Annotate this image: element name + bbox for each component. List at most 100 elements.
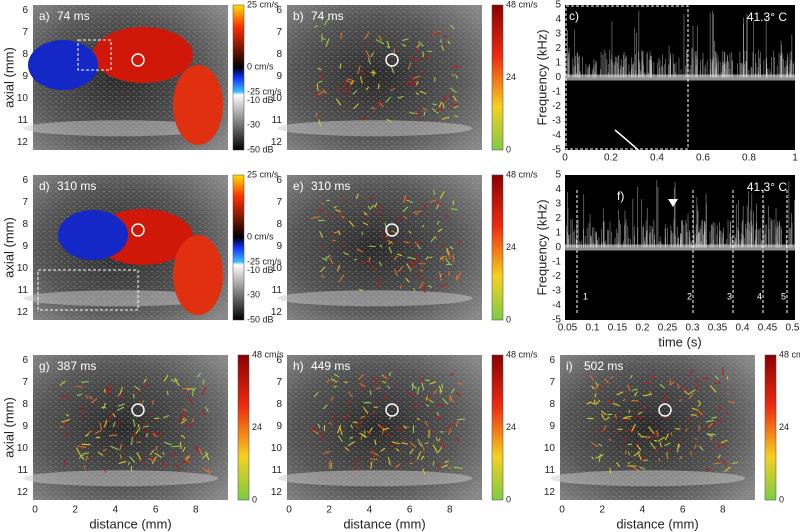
panel-label: g) bbox=[39, 359, 50, 373]
velocity-vector bbox=[182, 408, 187, 412]
velocity-vector bbox=[614, 413, 617, 419]
velocity-vector bbox=[449, 245, 454, 250]
velocity-vector bbox=[330, 378, 338, 383]
panel-time: 74 ms bbox=[311, 9, 344, 23]
y-tick-label: 11 bbox=[272, 285, 283, 296]
velocity-vector bbox=[421, 443, 425, 452]
velocity-vector bbox=[439, 284, 448, 288]
velocity-vector bbox=[441, 45, 445, 51]
y-tick-label: 9 bbox=[22, 71, 28, 82]
velocity-vector bbox=[590, 441, 599, 448]
velocity-vector bbox=[372, 71, 376, 75]
y-tick-label: 8 bbox=[276, 219, 282, 230]
velocity-vector bbox=[322, 89, 327, 95]
velocity-vector bbox=[417, 273, 422, 280]
velocity-vector bbox=[401, 43, 407, 47]
colorbar-label: 0 bbox=[506, 494, 511, 504]
velocity-vector bbox=[336, 264, 341, 272]
velocity-vector bbox=[343, 244, 347, 248]
velocity-vector bbox=[429, 199, 437, 203]
colorbar-label: -30 bbox=[247, 120, 260, 130]
velocity-vector bbox=[695, 384, 700, 390]
velocity-vector bbox=[612, 402, 620, 407]
velocity-vector bbox=[455, 418, 459, 427]
velocity-vector bbox=[320, 274, 325, 279]
sample-marker bbox=[385, 223, 399, 237]
velocity-vector bbox=[367, 57, 371, 65]
velocity-vector bbox=[141, 400, 145, 406]
velocity-vector bbox=[683, 390, 690, 395]
velocity-vector bbox=[389, 444, 395, 447]
velocity-vector bbox=[417, 438, 422, 447]
velocity-vector bbox=[401, 442, 408, 445]
velocity-vector bbox=[406, 391, 415, 397]
velocity-vector bbox=[370, 451, 379, 456]
velocity-vector bbox=[732, 461, 739, 465]
velocity-vector bbox=[637, 411, 643, 415]
velocity-vector bbox=[318, 80, 323, 83]
velocity-vector bbox=[347, 441, 356, 447]
velocity-vector bbox=[597, 386, 604, 389]
velocity-vector bbox=[348, 391, 353, 398]
selection-box bbox=[565, 5, 689, 150]
velocity-vector bbox=[349, 436, 354, 440]
y-tick-label: 8 bbox=[22, 399, 28, 410]
y-tick-label: 12 bbox=[271, 137, 283, 148]
velocity-vector bbox=[433, 389, 438, 395]
velocity-vector bbox=[325, 38, 330, 48]
velocity-vector bbox=[84, 434, 89, 437]
velocity-vector bbox=[726, 376, 729, 381]
velocity-vector bbox=[434, 415, 443, 419]
velocity-vector bbox=[161, 460, 164, 466]
beat-label: 4 bbox=[757, 291, 762, 301]
velocity-vector bbox=[347, 87, 352, 90]
velocity-vector bbox=[371, 412, 376, 415]
velocity-vector bbox=[698, 410, 704, 416]
y-tick-label: 9 bbox=[22, 421, 28, 432]
velocity-vector bbox=[152, 433, 158, 438]
y-tick-label: 7 bbox=[22, 377, 28, 388]
y-tick-label: 10 bbox=[271, 443, 283, 454]
velocity-vector bbox=[649, 432, 658, 439]
sample-marker bbox=[131, 403, 145, 417]
tissue-band bbox=[277, 120, 473, 137]
velocity-vector bbox=[413, 240, 420, 248]
velocity-vector bbox=[450, 387, 455, 394]
zero-line bbox=[565, 244, 795, 251]
velocity-vector bbox=[129, 456, 136, 463]
velocity-vector bbox=[79, 415, 83, 418]
velocity-vector bbox=[406, 263, 412, 271]
velocity-vector bbox=[424, 420, 428, 426]
colorbar bbox=[232, 174, 245, 321]
velocity-vector bbox=[169, 452, 176, 458]
velocity-vector bbox=[629, 374, 633, 379]
velocity-vector bbox=[356, 248, 364, 253]
velocity-vector bbox=[373, 402, 377, 405]
y-tick-label: 9 bbox=[549, 421, 555, 432]
velocity-vector bbox=[154, 432, 163, 438]
velocity-vector bbox=[718, 406, 722, 413]
velocity-vector bbox=[344, 446, 350, 451]
velocity-vector bbox=[436, 202, 440, 210]
velocity-vector bbox=[451, 66, 461, 68]
velocity-vector bbox=[350, 424, 353, 429]
velocity-vector bbox=[604, 416, 610, 421]
colorbar-label: 48 cm/s bbox=[779, 349, 800, 359]
colorbar-label: -30 bbox=[247, 290, 260, 300]
velocity-vector bbox=[171, 445, 180, 448]
velocity-vector bbox=[335, 87, 339, 91]
velocity-vector bbox=[711, 416, 717, 419]
velocity-vector bbox=[623, 415, 632, 419]
velocity-vector bbox=[440, 39, 442, 44]
velocity-vector bbox=[81, 405, 85, 415]
y-tick-label: 8 bbox=[276, 399, 282, 410]
x-tick-label: 4 bbox=[640, 505, 646, 516]
tissue-band bbox=[23, 120, 219, 137]
velocity-vector bbox=[207, 469, 211, 475]
velocity-vector bbox=[706, 433, 714, 437]
velocity-vector bbox=[408, 230, 412, 234]
velocity-vector bbox=[378, 100, 381, 108]
velocity-vector bbox=[119, 453, 122, 460]
velocity-vector bbox=[116, 406, 125, 412]
sample-marker bbox=[385, 53, 399, 67]
